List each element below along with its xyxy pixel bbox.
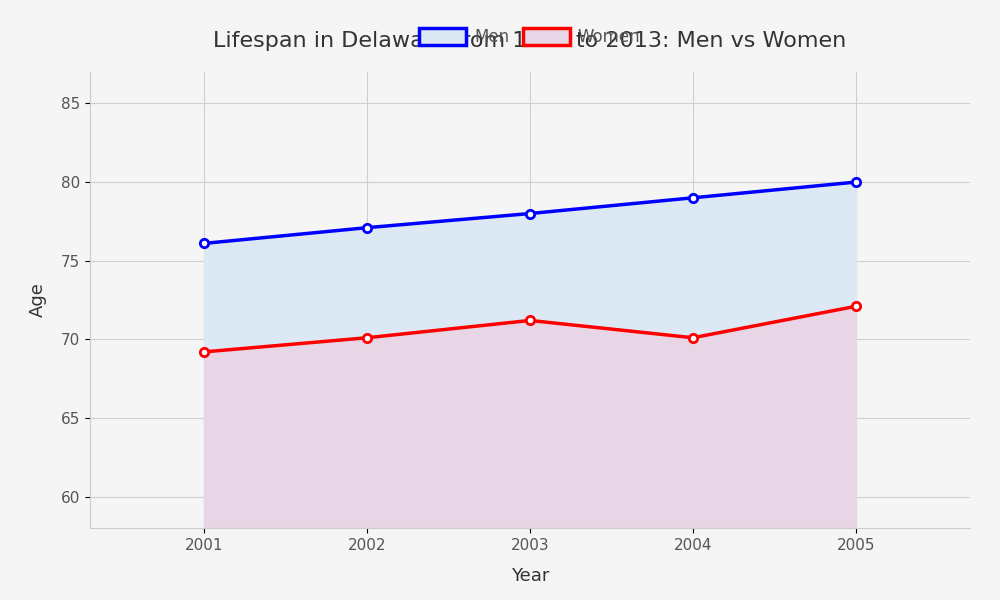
X-axis label: Year: Year <box>511 566 549 584</box>
Y-axis label: Age: Age <box>29 283 47 317</box>
Title: Lifespan in Delaware from 1992 to 2013: Men vs Women: Lifespan in Delaware from 1992 to 2013: … <box>213 31 847 51</box>
Legend: Men, Women: Men, Women <box>413 21 647 53</box>
